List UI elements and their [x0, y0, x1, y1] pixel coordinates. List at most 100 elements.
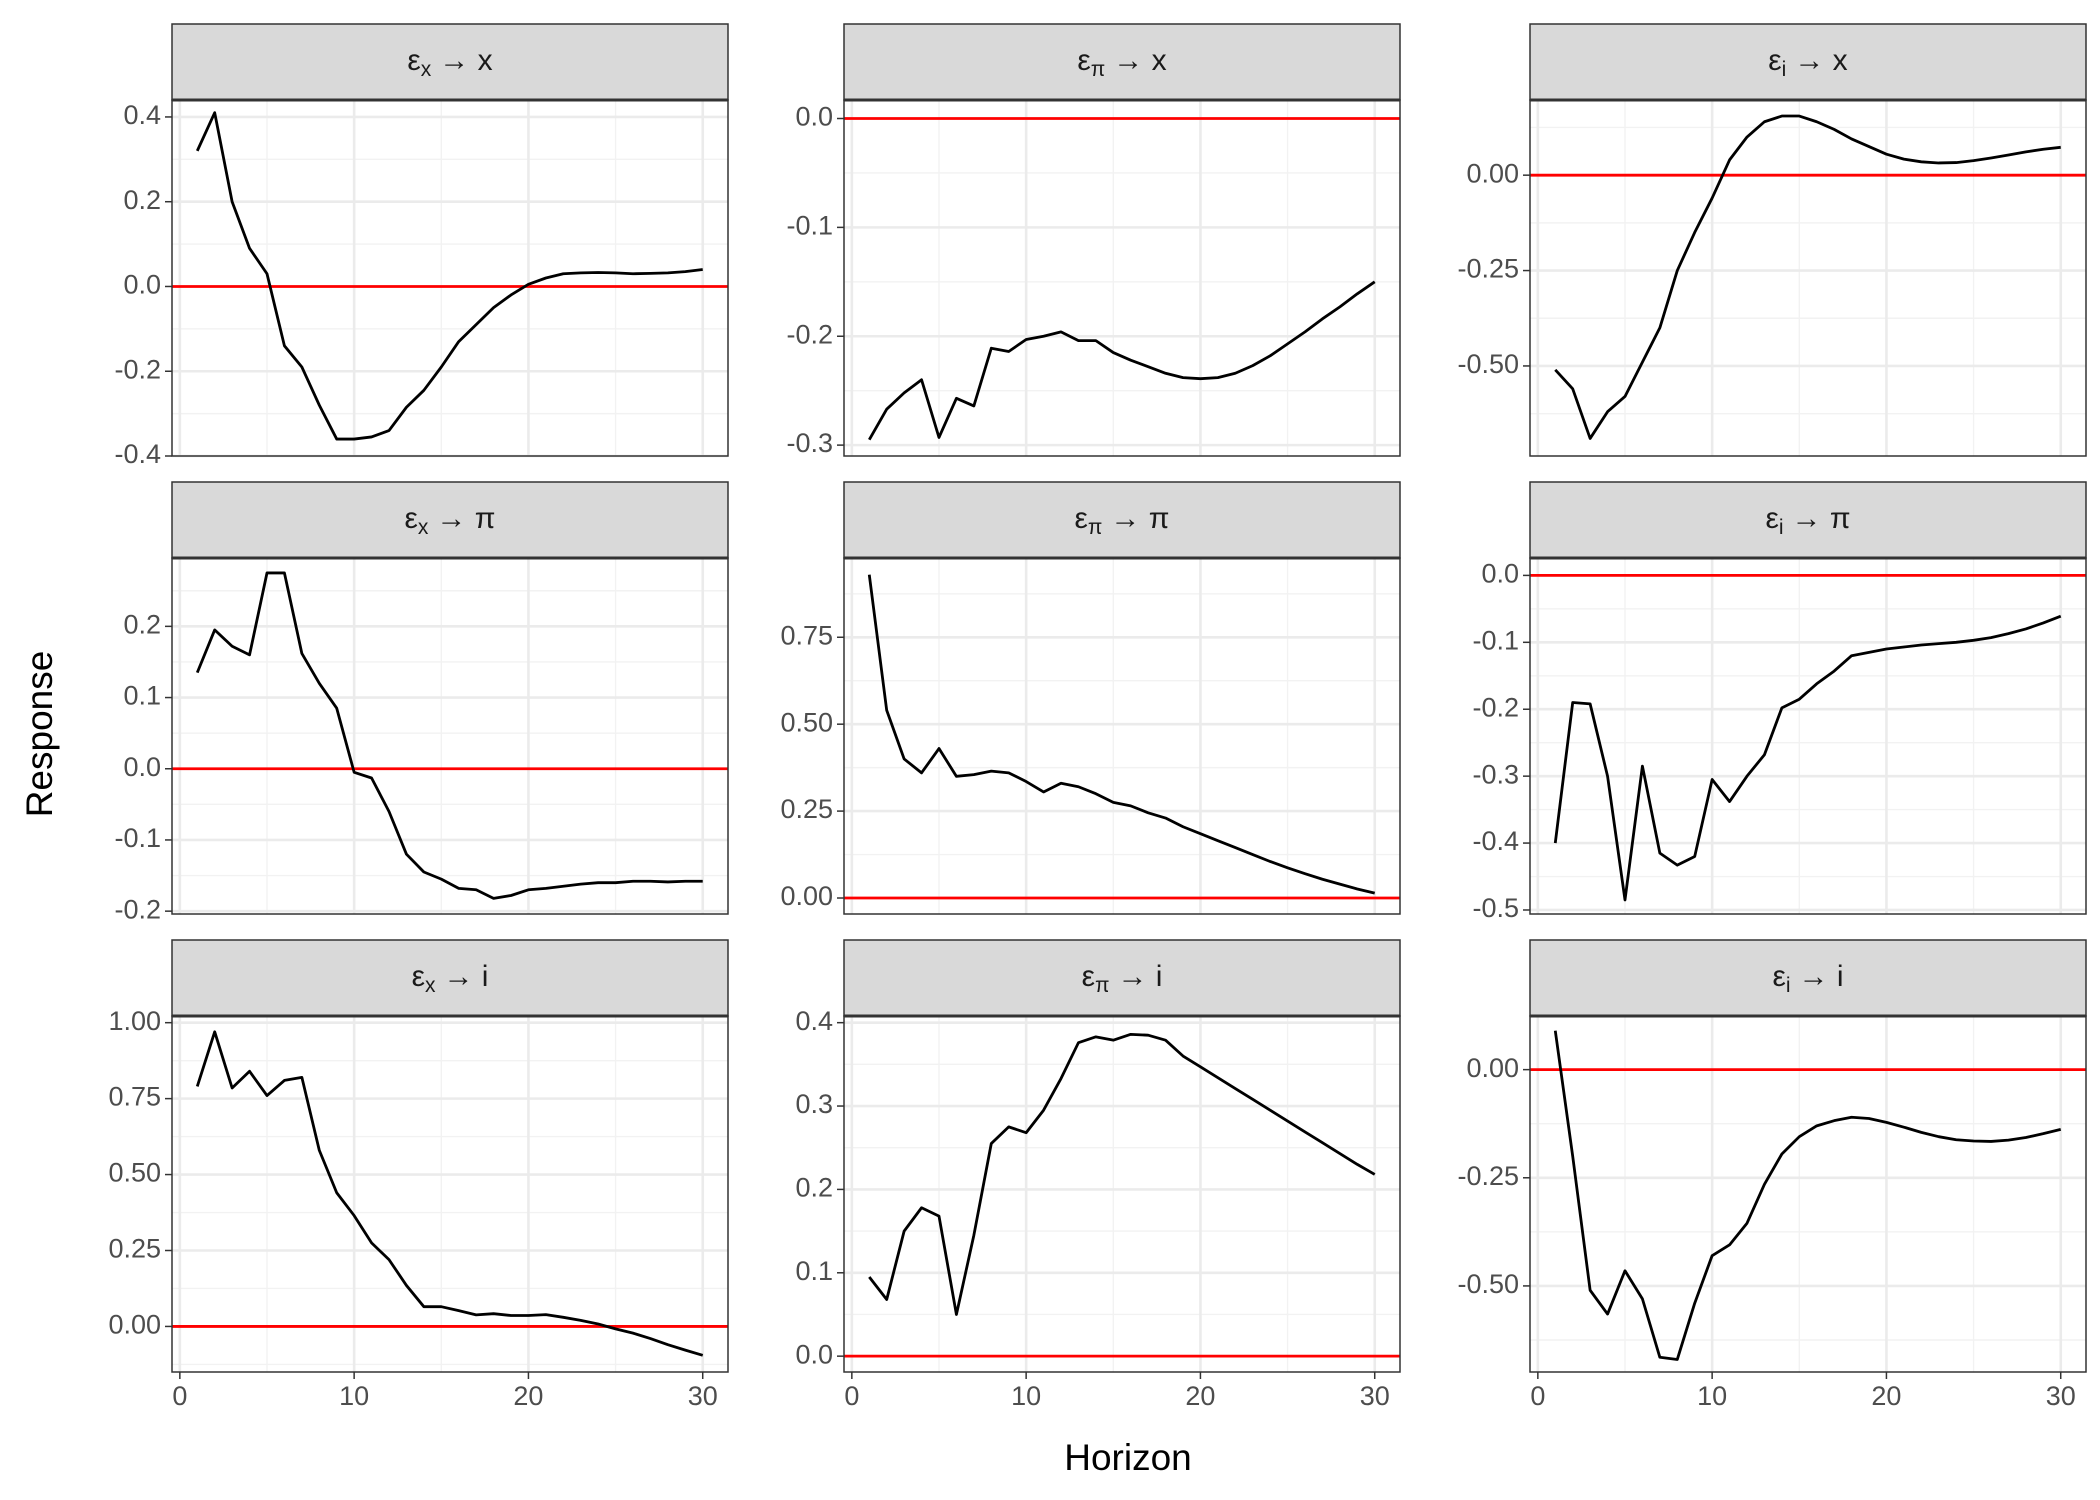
panel-background [1530, 100, 2086, 456]
y-tick-label: -0.4 [114, 439, 161, 469]
strip-label: → x [1113, 44, 1166, 77]
y-tick-label: -0.1 [786, 211, 833, 241]
y-tick-label: -0.50 [1457, 1269, 1519, 1299]
y-tick-label: -0.3 [1472, 759, 1519, 789]
response-line [195, 111, 703, 441]
y-tick-label: 0.25 [780, 794, 833, 824]
strip-title: εx → π [405, 502, 496, 539]
x-tick-label: 0 [844, 1381, 859, 1411]
x-tick-label: 10 [339, 1381, 369, 1411]
y-tick-label: -0.4 [1472, 826, 1519, 856]
strip-title: εi → x [1768, 44, 1847, 81]
y-tick-label: -0.25 [1457, 254, 1519, 284]
strip-subscript: x [418, 516, 429, 539]
x-tick-label: 20 [513, 1381, 543, 1411]
strip-subscript: π [1091, 58, 1106, 81]
strip-title: εi → π [1765, 502, 1850, 539]
strip-subscript: x [425, 974, 436, 997]
panel-background [1530, 558, 2086, 914]
y-tick-label: 0.75 [108, 1082, 161, 1112]
y-tick-label: 0.4 [123, 100, 161, 130]
x-tick-label: 30 [688, 1381, 718, 1411]
y-tick-label: 0.0 [123, 270, 161, 300]
y-tick-label: -0.2 [1472, 692, 1519, 722]
y-tick-label: -0.1 [114, 823, 161, 853]
strip-label: → π [436, 502, 495, 535]
strip-title: επ → x [1077, 44, 1166, 81]
strip-title: επ → π [1075, 502, 1170, 539]
y-tick-label: 0.0 [123, 752, 161, 782]
y-tick-label: 0.1 [795, 1256, 833, 1286]
y-tick-label: 0.00 [1466, 158, 1519, 188]
strip-symbol: ε [1765, 502, 1778, 535]
x-axis-title: Horizon [1064, 1437, 1192, 1478]
strip-symbol: ε [407, 44, 420, 77]
y-tick-label: -0.3 [786, 428, 833, 458]
y-tick-label: 0.3 [795, 1089, 833, 1119]
strip-symbol: ε [1772, 960, 1785, 993]
strip-label: → π [1792, 502, 1851, 535]
panel-background [172, 558, 728, 914]
strip-background [1529, 939, 2087, 1017]
x-tick-label: 0 [172, 1381, 187, 1411]
panel-background [844, 1016, 1400, 1372]
response-line [1554, 114, 2061, 440]
strip-label: → x [439, 44, 492, 77]
response-line [868, 280, 1376, 441]
y-tick-label: 0.0 [1481, 559, 1519, 589]
y-tick-label: 0.2 [123, 185, 161, 215]
response-line [868, 1032, 1376, 1316]
strip-symbol: ε [1075, 502, 1088, 535]
strip-subscript: x [421, 58, 432, 81]
strip-symbol: ε [412, 960, 425, 993]
x-tick-label: 10 [1697, 1381, 1727, 1411]
response-line [1553, 614, 2062, 902]
strip-symbol: ε [405, 502, 418, 535]
strip-background [1529, 23, 2087, 101]
y-tick-label: 0.25 [108, 1234, 161, 1264]
y-tick-label: -0.2 [786, 319, 833, 349]
strip-subscript: π [1095, 974, 1110, 997]
strip-label: → π [1110, 502, 1169, 535]
strip-title: εx → i [412, 960, 489, 997]
y-tick-label: 0.4 [795, 1006, 833, 1036]
strip-subscript: π [1088, 516, 1103, 539]
y-tick-label: 0.75 [780, 620, 833, 650]
y-tick-label: -0.2 [114, 354, 161, 384]
y-tick-label: 0.50 [108, 1158, 161, 1188]
y-tick-label: 1.00 [108, 1006, 161, 1036]
x-tick-label: 20 [1871, 1381, 1901, 1411]
panel-background [172, 100, 728, 456]
strip-label: → i [1799, 960, 1844, 993]
y-tick-label: -0.5 [1472, 893, 1519, 923]
panel-background [844, 100, 1400, 456]
y-tick-label: 0.00 [1466, 1053, 1519, 1083]
x-tick-label: 30 [1360, 1381, 1390, 1411]
strip-subscript: i [1782, 58, 1787, 81]
response-line [195, 571, 703, 900]
strip-title: επ → i [1082, 960, 1163, 997]
y-tick-label: -0.50 [1457, 349, 1519, 379]
strip-symbol: ε [1077, 44, 1090, 77]
strip-background [171, 23, 729, 101]
strip-label: → i [443, 960, 488, 993]
y-tick-label: 0.00 [108, 1310, 161, 1340]
panel-background [172, 1016, 728, 1372]
strip-title: εi → i [1772, 960, 1843, 997]
strip-symbol: ε [1768, 44, 1781, 77]
y-tick-label: 0.2 [123, 609, 161, 639]
strip-background [843, 23, 1401, 101]
response-line [867, 574, 1376, 895]
strip-title: εx → x [407, 44, 492, 81]
y-tick-label: -0.25 [1457, 1161, 1519, 1191]
panel-background [1530, 1016, 2086, 1372]
strip-symbol: ε [1082, 960, 1095, 993]
x-tick-label: 10 [1011, 1381, 1041, 1411]
y-tick-label: 0.00 [780, 881, 833, 911]
y-tick-label: 0.0 [795, 102, 833, 132]
strip-background [843, 939, 1401, 1017]
y-tick-label: 0.1 [123, 681, 161, 711]
x-tick-label: 20 [1185, 1381, 1215, 1411]
